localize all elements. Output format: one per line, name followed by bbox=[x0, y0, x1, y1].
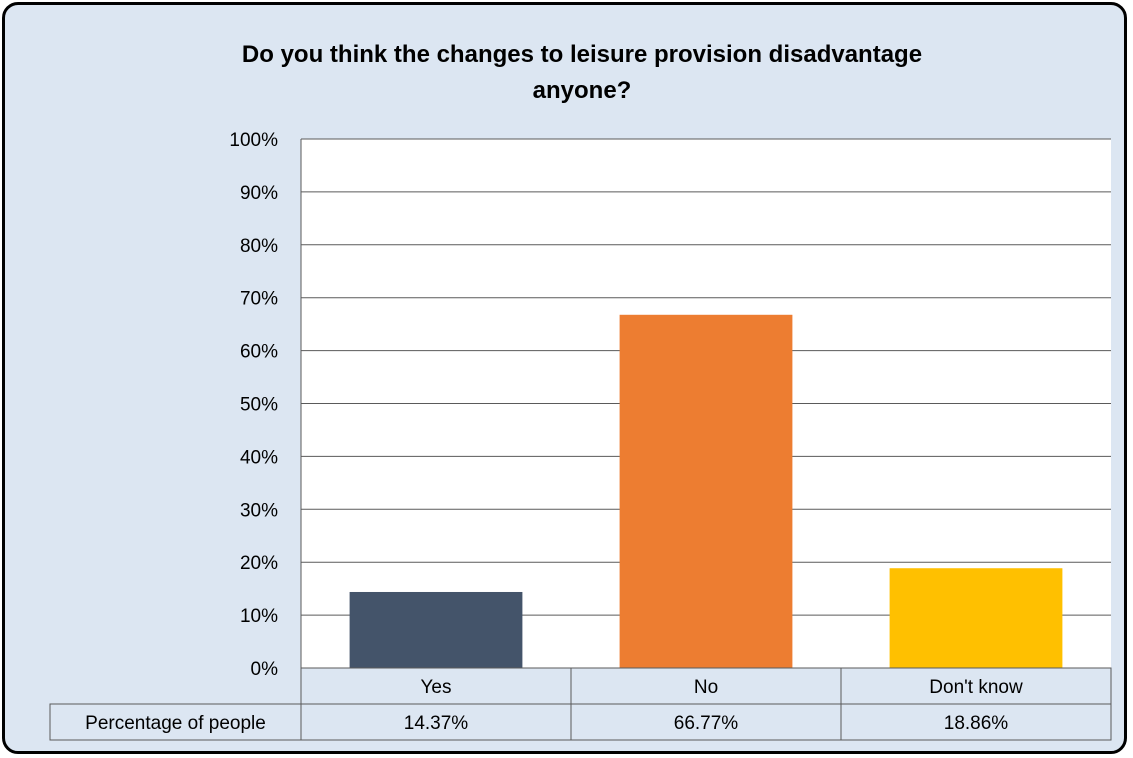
y-tick-label: 20% bbox=[240, 553, 278, 574]
bar-chart: Do you think the changes to leisure prov… bbox=[49, 41, 1112, 741]
data-label: 18.86% bbox=[944, 713, 1009, 734]
y-tick-label: 0% bbox=[251, 659, 279, 680]
y-tick-label: 60% bbox=[240, 342, 278, 363]
series-name-label: Percentage of people bbox=[85, 713, 266, 734]
bar-no bbox=[619, 314, 793, 668]
y-tick-label: 70% bbox=[240, 289, 278, 310]
table-value-row bbox=[49, 703, 1112, 741]
table-category-row bbox=[300, 667, 1112, 705]
category-label: Yes bbox=[421, 677, 452, 698]
chart-title-line-1: Do you think the changes to leisure prov… bbox=[242, 41, 922, 68]
y-axis-ticks: 0% 10% 20% 30% 40% 50% 60% 70% 80% 90% 100% bbox=[229, 130, 278, 680]
data-label: 66.77% bbox=[674, 713, 739, 734]
bar-yes bbox=[349, 591, 523, 668]
y-tick-label: 30% bbox=[240, 500, 278, 521]
data-label: 14.37% bbox=[404, 713, 469, 734]
bars bbox=[349, 314, 1063, 668]
y-tick-label: 50% bbox=[240, 395, 278, 416]
bar-don-t-know bbox=[889, 568, 1063, 668]
y-tick-label: 80% bbox=[240, 236, 278, 257]
y-tick-label: 100% bbox=[229, 130, 278, 151]
category-label: No bbox=[694, 677, 718, 698]
chart-title-line-2: anyone? bbox=[533, 77, 632, 104]
category-label: Don't know bbox=[929, 677, 1023, 698]
y-tick-label: 10% bbox=[240, 606, 278, 627]
y-tick-label: 90% bbox=[240, 183, 278, 204]
chart-title: Do you think the changes to leisure prov… bbox=[242, 41, 922, 104]
data-table: Yes 14.37% No 66.77% Don't know 18.86% Percent… bbox=[49, 667, 1112, 741]
y-tick-label: 40% bbox=[240, 447, 278, 468]
